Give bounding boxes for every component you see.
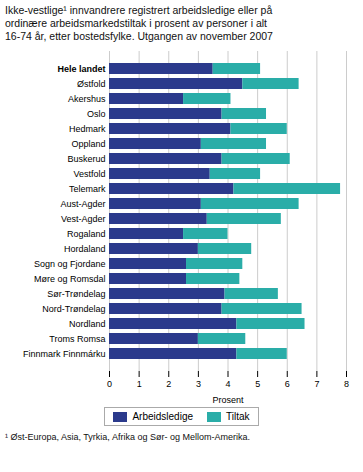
html-text:Ikke-vestlige¹ innvandrere reg: Ikke-vestlige¹ innvandrere registrert ar…	[5, 4, 273, 43]
svg-text:Nord-Trøndelag: Nord-Trøndelag	[42, 304, 105, 314]
html-text:Arbeidsledige: Arbeidsledige	[132, 411, 193, 423]
svg-text:Hordaland: Hordaland	[64, 244, 106, 254]
svg-text:3: 3	[196, 379, 201, 389]
svg-text:Vest-Agder: Vest-Agder	[61, 214, 106, 224]
svg-text:Troms Romsa: Troms Romsa	[49, 334, 105, 344]
svg-text:Hele landet: Hele landet	[57, 64, 105, 74]
svg-text:4: 4	[225, 379, 230, 389]
svg-text:Nordland: Nordland	[69, 319, 106, 329]
svg-text:1: 1	[137, 379, 142, 389]
svg-text:Møre og Romsdal: Møre og Romsdal	[34, 274, 106, 284]
svg-text:Finnmark Finnmárku: Finnmark Finnmárku	[23, 349, 106, 359]
svg-text:Oppland: Oppland	[71, 139, 105, 149]
svg-text:Oslo: Oslo	[87, 109, 106, 119]
svg-text:Buskerud: Buskerud	[67, 154, 105, 164]
svg-text:0: 0	[107, 379, 112, 389]
html-text:¹ Øst-Europa, Asia, Tyrkia, Af: ¹ Øst-Europa, Asia, Tyrkia, Afrika og Sø…	[5, 432, 250, 443]
svg-text:Sør-Trøndelag: Sør-Trøndelag	[47, 289, 105, 299]
svg-text:Akershus: Akershus	[68, 94, 106, 104]
svg-text:8: 8	[344, 379, 349, 389]
svg-text:7: 7	[314, 379, 319, 389]
svg-text:5: 5	[255, 379, 260, 389]
svg-text:Vestfold: Vestfold	[73, 169, 105, 179]
svg-text:Sogn og Fjordane: Sogn og Fjordane	[34, 259, 106, 269]
svg-text:Telemark: Telemark	[69, 184, 106, 194]
svg-text:Hedmark: Hedmark	[69, 124, 106, 134]
svg-text:Prosent: Prosent	[212, 395, 244, 405]
svg-text:Rogaland: Rogaland	[67, 229, 106, 239]
svg-text:Østfold: Østfold	[77, 79, 106, 89]
html-text:Tiltak: Tiltak	[226, 411, 250, 423]
svg-text:6: 6	[285, 379, 290, 389]
svg-text:Aust-Agder: Aust-Agder	[60, 199, 105, 209]
svg-text:2: 2	[166, 379, 171, 389]
